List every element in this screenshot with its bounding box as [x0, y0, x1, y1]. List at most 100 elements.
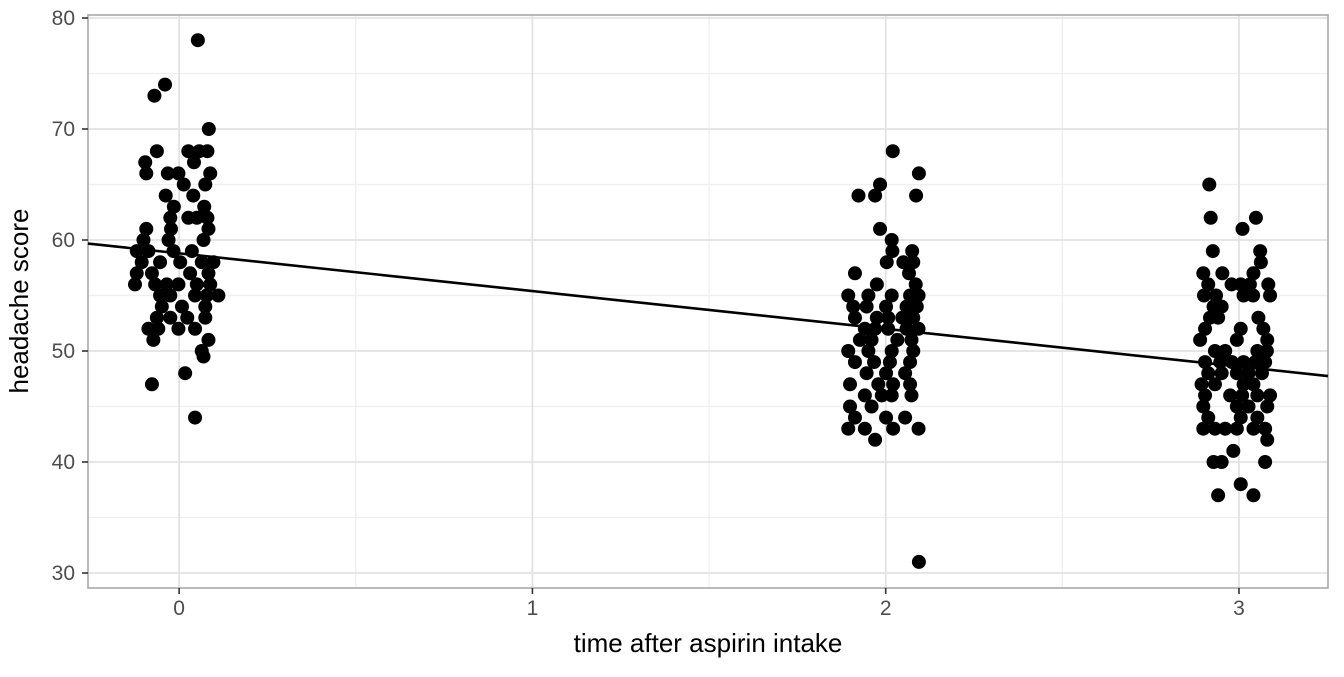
data-point [1211, 310, 1226, 325]
data-point [1241, 366, 1256, 381]
data-point [149, 310, 164, 325]
data-point [200, 210, 215, 225]
data-point [847, 410, 862, 425]
data-point [1196, 399, 1211, 414]
data-point [882, 355, 897, 370]
data-point [879, 299, 894, 314]
data-point [1236, 377, 1251, 392]
data-point [1223, 388, 1238, 403]
data-point [163, 310, 178, 325]
data-point [873, 221, 888, 236]
data-point [1207, 377, 1222, 392]
data-point [1235, 221, 1250, 236]
data-point [178, 366, 193, 381]
data-point [869, 310, 884, 325]
data-point [1215, 266, 1230, 281]
data-point [886, 377, 901, 392]
data-point [1241, 399, 1256, 414]
data-point [188, 321, 203, 336]
data-point [1209, 288, 1224, 303]
data-point [861, 288, 876, 303]
data-point [129, 266, 144, 281]
data-point [841, 288, 856, 303]
data-point [843, 377, 858, 392]
data-point [871, 377, 886, 392]
data-point [1207, 344, 1222, 359]
data-point [141, 321, 156, 336]
data-point [1250, 388, 1265, 403]
data-point [879, 366, 894, 381]
data-point [911, 421, 926, 436]
data-point [903, 355, 918, 370]
data-point [196, 349, 211, 364]
data-point [171, 277, 186, 292]
data-point [895, 310, 910, 325]
data-point [197, 199, 212, 214]
data-point [1258, 421, 1273, 436]
y-tick-label: 50 [52, 340, 75, 363]
data-point [1248, 210, 1263, 225]
data-point [1250, 410, 1265, 425]
data-point [898, 410, 913, 425]
data-point [906, 310, 921, 325]
data-point [198, 299, 213, 314]
tick-labels: 0 1 2 3 30 40 50 60 70 80 [52, 7, 1245, 620]
data-point [857, 421, 872, 436]
data-point [1205, 244, 1220, 259]
data-point [161, 233, 176, 248]
x-tick-label: 2 [880, 597, 892, 620]
data-point [1211, 488, 1226, 503]
data-point [884, 288, 899, 303]
data-point [148, 277, 163, 292]
data-point [196, 233, 211, 248]
x-tick-label: 0 [173, 597, 185, 620]
data-point [904, 388, 919, 403]
data-point [868, 188, 883, 203]
data-point [908, 277, 923, 292]
data-point [200, 144, 215, 159]
data-point [1260, 399, 1275, 414]
data-point [1248, 355, 1263, 370]
data-point [1242, 277, 1257, 292]
data-point [186, 155, 201, 170]
data-point [841, 344, 856, 359]
data-point [1214, 455, 1229, 470]
data-point [1202, 177, 1217, 192]
data-point [163, 288, 178, 303]
data-point [868, 432, 883, 447]
data-point [903, 377, 918, 392]
data-point [186, 188, 201, 203]
data-point [149, 144, 164, 159]
data-point [909, 299, 924, 314]
y-tick-label: 40 [52, 451, 75, 474]
data-point [201, 266, 216, 281]
data-point [841, 421, 856, 436]
data-point [1196, 266, 1211, 281]
data-point [847, 355, 862, 370]
data-point [160, 166, 175, 181]
data-point [1229, 332, 1244, 347]
data-point [151, 321, 166, 336]
data-point [1229, 366, 1244, 381]
data-point [859, 366, 874, 381]
panel-border-rect [87, 14, 1329, 589]
data-point [171, 321, 186, 336]
data-point [1258, 455, 1273, 470]
data-point [864, 332, 879, 347]
data-point [1193, 332, 1208, 347]
data-point [879, 410, 894, 425]
minor-gridlines [88, 15, 1328, 588]
data-point [1263, 288, 1278, 303]
data-point [1218, 421, 1233, 436]
data-point [1214, 366, 1229, 381]
panel-border [87, 14, 1329, 589]
data-point [127, 277, 142, 292]
data-point [180, 310, 195, 325]
data-point [188, 410, 203, 425]
data-point [874, 388, 889, 403]
data-point [851, 188, 866, 203]
data-point [902, 266, 917, 281]
data-point [153, 255, 168, 270]
data-point [896, 255, 911, 270]
